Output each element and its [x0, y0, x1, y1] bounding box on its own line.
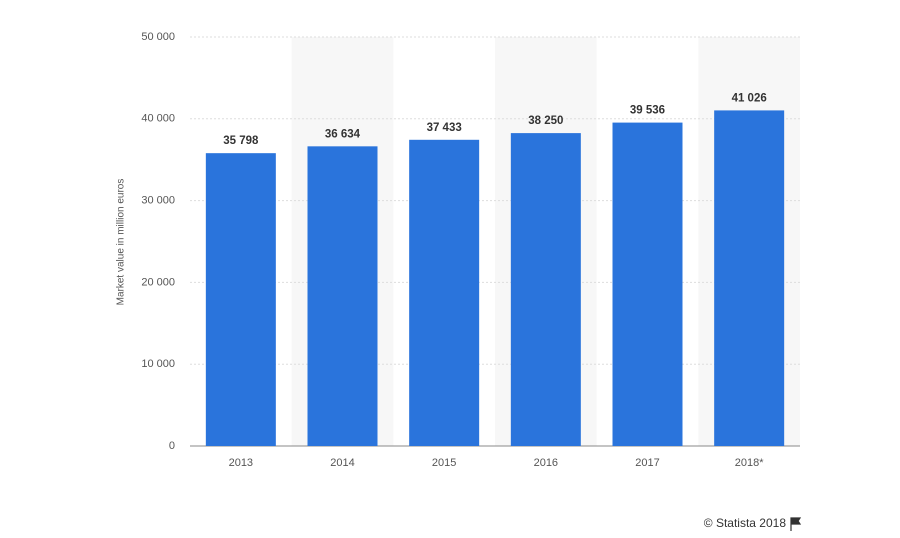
bar [714, 110, 785, 446]
y-tick-label: 30 000 [141, 195, 175, 207]
flag-icon [790, 517, 802, 531]
credit: © Statista 2018 [704, 516, 787, 530]
value-label: 37 433 [427, 122, 462, 134]
bar [205, 153, 276, 446]
x-tick-label: 2013 [229, 457, 253, 469]
bar [409, 139, 480, 446]
y-tick-label: 0 [169, 440, 175, 452]
y-tick-label: 40 000 [141, 113, 175, 125]
value-label: 38 250 [528, 115, 563, 127]
bar [510, 133, 581, 447]
y-tick-label: 20 000 [141, 276, 175, 288]
value-label: 36 634 [325, 128, 361, 140]
value-label: 35 798 [223, 135, 259, 147]
bar [612, 122, 683, 446]
x-tick-label: 2014 [330, 457, 354, 469]
y-tick-label: 50 000 [141, 31, 175, 43]
bar [307, 146, 378, 447]
x-tick-label: 2015 [432, 457, 456, 469]
y-tick-label: 10 000 [141, 358, 175, 370]
y-axis-label: Market value in million euros [116, 179, 127, 306]
x-tick-label: 2017 [635, 457, 659, 469]
x-tick-label: 2018* [735, 457, 764, 469]
x-tick-label: 2016 [534, 457, 558, 469]
value-label: 41 026 [732, 92, 767, 104]
value-label: 39 536 [630, 105, 665, 117]
